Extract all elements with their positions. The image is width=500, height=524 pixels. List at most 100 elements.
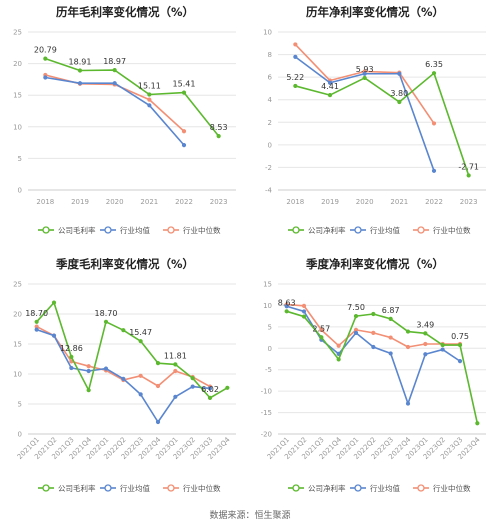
series-line-company bbox=[286, 310, 479, 424]
legend-marker-company bbox=[292, 226, 300, 234]
data-point-avg bbox=[440, 347, 445, 352]
data-point-company bbox=[440, 342, 445, 348]
data-point-company bbox=[301, 314, 307, 319]
data-label: 8.63 bbox=[278, 298, 296, 307]
series-line-company bbox=[45, 57, 220, 137]
data-point-company bbox=[319, 335, 324, 340]
data-point-company bbox=[77, 68, 83, 73]
legend-marker-company bbox=[42, 226, 50, 234]
data-point-company bbox=[225, 385, 230, 390]
data-point-median bbox=[138, 373, 143, 378]
x-tick-label: 2021 bbox=[390, 198, 408, 206]
data-point-avg bbox=[423, 352, 428, 357]
y-tick-label: 10 bbox=[263, 302, 272, 310]
data-point-company bbox=[431, 71, 437, 76]
data-point-avg bbox=[103, 366, 109, 371]
data-point-median bbox=[336, 343, 341, 348]
data-point-company bbox=[147, 92, 152, 97]
data-label: 2.57 bbox=[312, 324, 330, 333]
legend-marker-median bbox=[167, 484, 175, 492]
data-label: 4.41 bbox=[321, 82, 339, 91]
data-point-company bbox=[216, 133, 221, 139]
y-tick-label: -15 bbox=[261, 409, 272, 417]
data-point-company bbox=[103, 319, 109, 324]
y-tick-label: 15 bbox=[13, 92, 22, 100]
legend-label-company: 公司毛利率 bbox=[58, 483, 96, 493]
data-point-avg bbox=[207, 386, 213, 391]
net-margin-annual-chart: 历年净利率变化情况（%） -4 -2 0 2 4 6 8 10 2018 2019 2020 2021 2… bbox=[250, 0, 500, 256]
data-point-company bbox=[155, 361, 161, 366]
chart-title: 历年净利率变化情况（%） bbox=[306, 5, 444, 19]
data-point-median bbox=[431, 121, 437, 126]
legend-marker-avg bbox=[104, 226, 112, 234]
data-point-avg bbox=[34, 327, 39, 332]
data-label: 6.35 bbox=[425, 60, 443, 69]
y-tick-label: 10 bbox=[263, 29, 272, 37]
data-label: 6.02 bbox=[201, 385, 219, 394]
data-source-note: 数据来源：恒生聚源 bbox=[209, 511, 291, 521]
data-label: 6.87 bbox=[382, 306, 400, 315]
x-tick-label: 2020 bbox=[356, 198, 374, 206]
y-tick-label: 20 bbox=[13, 311, 22, 319]
legend-label-avg: 行业均值 bbox=[120, 225, 150, 235]
y-tick-label: 2 bbox=[268, 119, 272, 127]
data-label: 12.86 bbox=[60, 344, 83, 353]
legend-marker-median bbox=[167, 226, 175, 234]
data-label: 7.50 bbox=[347, 303, 365, 312]
y-tick-label: 10 bbox=[13, 371, 22, 379]
legend-marker-median bbox=[417, 226, 425, 234]
x-tick-label: 2018 bbox=[286, 198, 304, 206]
data-label: 18.70 bbox=[25, 309, 48, 318]
legend-marker-company bbox=[292, 484, 300, 492]
legend-label-median: 行业中位数 bbox=[433, 225, 471, 235]
data-point-median bbox=[293, 42, 298, 47]
data-point-company bbox=[173, 362, 178, 367]
y-tick-label: 20 bbox=[13, 60, 22, 68]
data-point-median bbox=[155, 383, 161, 389]
data-point-company bbox=[86, 388, 91, 393]
data-point-median bbox=[319, 327, 324, 332]
y-tick-label: 10 bbox=[13, 123, 22, 131]
net-margin-quarterly-chart: 季度净利率变化情况（%） -20 -15 -10 -5 0 5 10 15 2021Q1 2021Q… bbox=[250, 252, 500, 508]
data-label: 11.81 bbox=[164, 351, 187, 360]
y-tick-label: 0 bbox=[18, 187, 22, 195]
y-tick-label: 15 bbox=[263, 281, 272, 289]
data-label: 15.47 bbox=[129, 328, 152, 337]
data-point-company bbox=[51, 300, 57, 305]
data-label: 15.41 bbox=[173, 80, 196, 89]
data-point-median bbox=[173, 368, 178, 374]
data-point-company bbox=[138, 339, 143, 344]
chart-title: 历年毛利率变化情况（%） bbox=[56, 5, 194, 19]
x-tick-label: 2018 bbox=[36, 198, 54, 206]
net-margin-annual-svg: 历年净利率变化情况（%） -4 -2 0 2 4 6 8 10 2018 2019 2020 2021 2… bbox=[263, 5, 486, 235]
chart-title: 季度毛利率变化情况（%） bbox=[55, 257, 194, 271]
data-point-company bbox=[121, 328, 126, 333]
data-label: 5.93 bbox=[356, 65, 374, 74]
y-tick-label: 5 bbox=[268, 323, 272, 331]
x-tick-label: 2019 bbox=[321, 198, 339, 206]
data-point-avg bbox=[69, 365, 74, 371]
data-point-company bbox=[69, 354, 74, 359]
y-tick-label: -2 bbox=[265, 164, 272, 172]
data-point-company bbox=[423, 331, 428, 336]
y-tick-label: -4 bbox=[265, 187, 273, 195]
data-point-avg bbox=[457, 359, 463, 364]
gross-margin-quarterly-chart: 季度毛利率变化情况（%） 0 5 10 15 20 25 2021Q1 2021Q2 2021Q3… bbox=[0, 252, 250, 508]
y-tick-label: 6 bbox=[268, 74, 273, 82]
data-point-avg bbox=[362, 71, 367, 76]
legend-label-avg: 行业均值 bbox=[370, 483, 400, 493]
data-label: 5.22 bbox=[286, 73, 304, 82]
net-margin-quarterly-svg: 季度净利率变化情况（%）-20-15-10-50510152021Q12021Q… bbox=[261, 257, 486, 493]
data-point-avg bbox=[327, 80, 333, 85]
legend-marker-avg bbox=[104, 484, 112, 492]
data-label: 20.79 bbox=[34, 46, 57, 55]
series-line-company bbox=[295, 72, 470, 176]
data-point-avg bbox=[181, 143, 187, 148]
data-point-avg bbox=[121, 376, 126, 381]
data-point-avg bbox=[284, 304, 289, 309]
data-label: 18.70 bbox=[95, 309, 118, 318]
data-point-company bbox=[336, 357, 341, 362]
x-tick-label: 2023 bbox=[210, 198, 228, 206]
y-tick-label: 5 bbox=[18, 155, 22, 163]
x-tick-label: 2022 bbox=[175, 198, 193, 206]
